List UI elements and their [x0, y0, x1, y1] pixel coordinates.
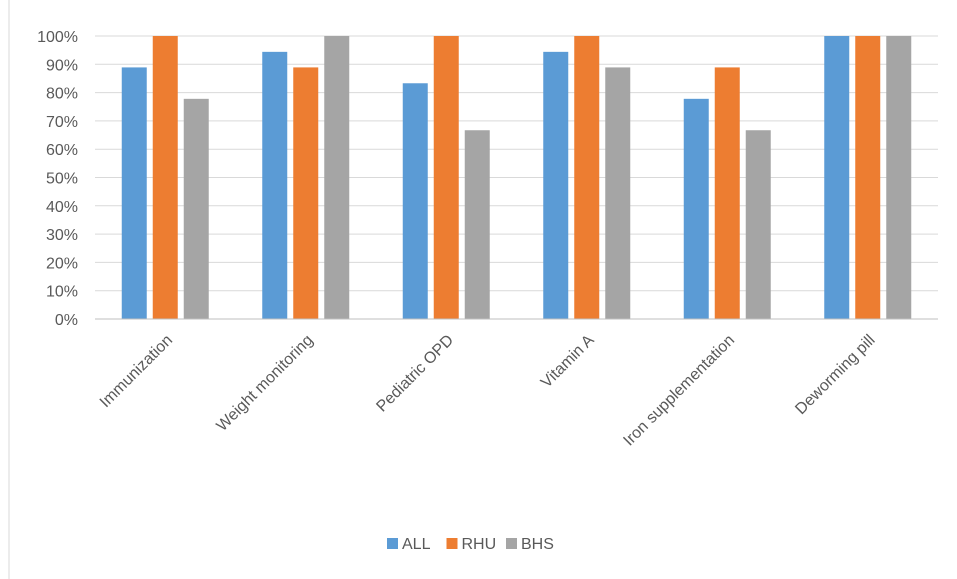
bar-bhs-immunization [183, 98, 209, 320]
y-tick-label: 70% [46, 114, 78, 131]
bar-all-iron-supplementation [683, 98, 709, 320]
legend-swatch-all [387, 538, 398, 549]
bar-rhu-immunization [152, 36, 178, 319]
bar-rhu-vitamin-a [574, 36, 600, 319]
legend-label-rhu: RHU [462, 536, 497, 553]
bar-bhs-iron-supplementation [745, 130, 771, 319]
x-category-label: Immunization [97, 332, 176, 411]
legend-label-bhs: BHS [521, 536, 554, 553]
x-category-label: Vitamin A [538, 332, 598, 392]
bar-bhs-deworming-pill [886, 36, 912, 319]
bar-all-vitamin-a [543, 51, 569, 320]
y-tick-label: 20% [46, 255, 78, 272]
bar-all-deworming-pill [824, 36, 850, 319]
y-tick-label: 100% [37, 29, 78, 46]
bar-all-weight-monitoring [262, 51, 288, 320]
x-category-label: Weight monitoring [214, 332, 317, 435]
bar-rhu-pediatric-opd [433, 36, 459, 319]
x-category-label: Pediatric OPD [373, 332, 457, 416]
legend-label-all: ALL [402, 536, 431, 553]
bar-bhs-pediatric-opd [464, 130, 490, 319]
x-category-label: Iron supplementation [620, 332, 738, 450]
y-tick-label: 10% [46, 284, 78, 301]
y-tick-label: 40% [46, 199, 78, 216]
x-category-label: Deworming pill [792, 332, 878, 418]
y-tick-label: 50% [46, 171, 78, 188]
bar-bhs-weight-monitoring [324, 36, 350, 319]
y-tick-label: 0% [55, 312, 78, 329]
legend-swatch-bhs [506, 538, 517, 549]
bar-rhu-weight-monitoring [293, 67, 319, 320]
bar-rhu-deworming-pill [855, 36, 881, 319]
y-tick-label: 80% [46, 86, 78, 103]
y-tick-label: 30% [46, 227, 78, 244]
legend-swatch-rhu [446, 538, 458, 549]
y-tick-label: 60% [46, 142, 78, 159]
bar-all-immunization [121, 67, 147, 320]
bar-rhu-iron-supplementation [714, 67, 740, 320]
bar-bhs-vitamin-a [605, 67, 631, 320]
y-tick-label: 90% [46, 57, 78, 74]
bar-all-pediatric-opd [402, 83, 428, 319]
